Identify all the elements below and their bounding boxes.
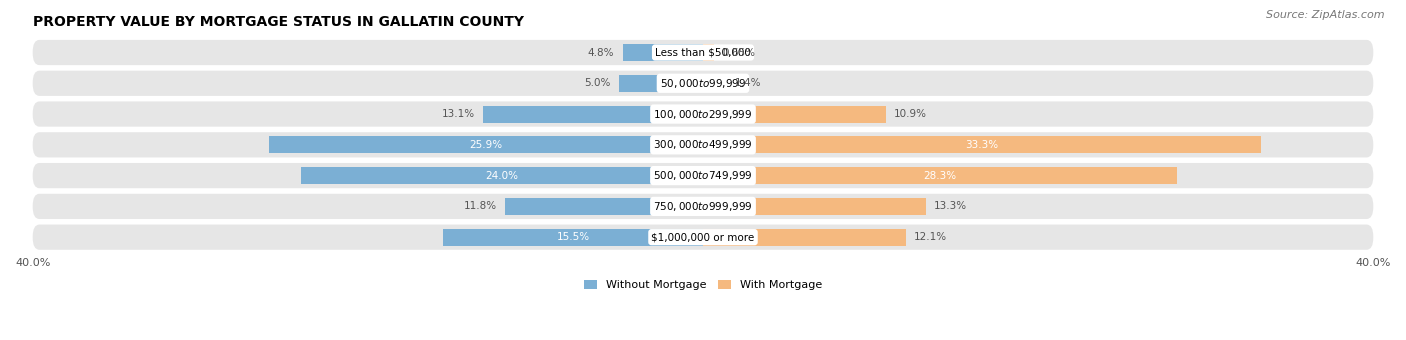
FancyBboxPatch shape: [32, 101, 1374, 127]
Text: 10.9%: 10.9%: [894, 109, 927, 119]
Text: 15.5%: 15.5%: [557, 232, 589, 242]
Text: 5.0%: 5.0%: [585, 78, 610, 88]
FancyBboxPatch shape: [32, 132, 1374, 157]
Text: 4.8%: 4.8%: [588, 48, 614, 57]
FancyBboxPatch shape: [32, 163, 1374, 188]
Bar: [703, 167, 1177, 184]
Text: 24.0%: 24.0%: [485, 171, 519, 181]
Bar: [269, 136, 703, 153]
Text: 28.3%: 28.3%: [924, 171, 956, 181]
Text: Source: ZipAtlas.com: Source: ZipAtlas.com: [1267, 10, 1385, 20]
FancyBboxPatch shape: [32, 40, 1374, 65]
Text: 1.4%: 1.4%: [735, 78, 761, 88]
Bar: [484, 106, 703, 122]
Bar: [703, 106, 886, 122]
Text: $100,000 to $299,999: $100,000 to $299,999: [654, 107, 752, 121]
Text: 0.65%: 0.65%: [723, 48, 755, 57]
Text: Less than $50,000: Less than $50,000: [655, 48, 751, 57]
Bar: [619, 75, 703, 92]
Bar: [623, 44, 703, 61]
FancyBboxPatch shape: [32, 224, 1374, 250]
Bar: [703, 229, 905, 245]
Text: 13.3%: 13.3%: [934, 201, 967, 211]
Text: 11.8%: 11.8%: [464, 201, 496, 211]
FancyBboxPatch shape: [32, 194, 1374, 219]
Bar: [703, 136, 1261, 153]
Text: $300,000 to $499,999: $300,000 to $499,999: [654, 138, 752, 151]
Text: 25.9%: 25.9%: [470, 140, 502, 150]
Text: $50,000 to $99,999: $50,000 to $99,999: [659, 77, 747, 90]
Bar: [703, 198, 927, 215]
Text: $500,000 to $749,999: $500,000 to $749,999: [654, 169, 752, 182]
Bar: [505, 198, 703, 215]
Bar: [703, 44, 714, 61]
Text: 13.1%: 13.1%: [441, 109, 475, 119]
Text: 33.3%: 33.3%: [966, 140, 998, 150]
Text: 12.1%: 12.1%: [914, 232, 948, 242]
FancyBboxPatch shape: [32, 71, 1374, 96]
Bar: [301, 167, 703, 184]
Text: $1,000,000 or more: $1,000,000 or more: [651, 232, 755, 242]
Text: $750,000 to $999,999: $750,000 to $999,999: [654, 200, 752, 213]
Bar: [703, 75, 727, 92]
Text: PROPERTY VALUE BY MORTGAGE STATUS IN GALLATIN COUNTY: PROPERTY VALUE BY MORTGAGE STATUS IN GAL…: [32, 15, 523, 29]
Bar: [443, 229, 703, 245]
Legend: Without Mortgage, With Mortgage: Without Mortgage, With Mortgage: [579, 275, 827, 294]
